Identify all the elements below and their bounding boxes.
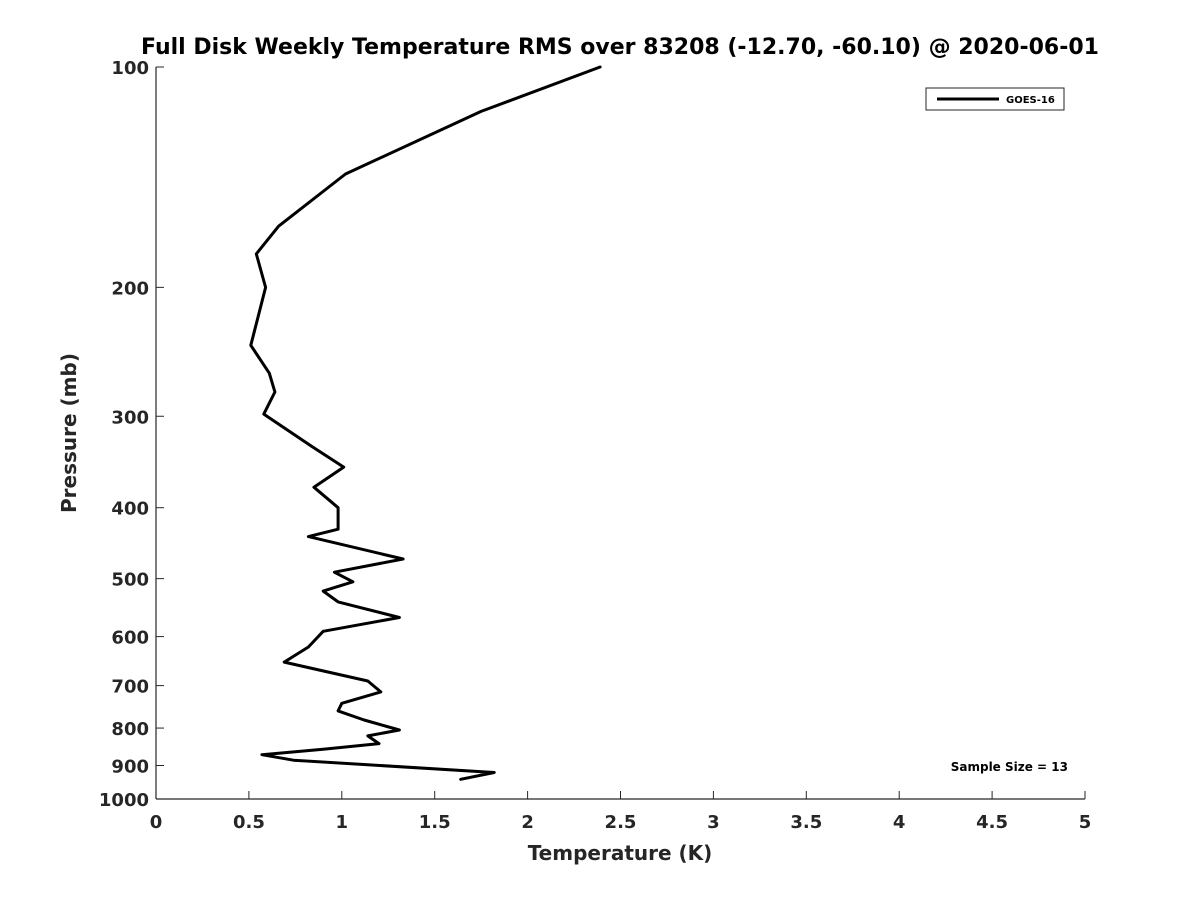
- y-tick-label: 800: [111, 719, 149, 740]
- x-tick-label: 0.5: [233, 812, 265, 833]
- x-tick-label: 3.5: [790, 812, 822, 833]
- y-tick-label: 400: [111, 499, 149, 520]
- y-tick-label: 900: [111, 757, 149, 778]
- x-tick-label: 2.5: [605, 812, 637, 833]
- x-tick-label: 4: [893, 812, 906, 833]
- x-tick-label: 3: [707, 812, 720, 833]
- x-tick-label: 5: [1079, 812, 1092, 833]
- chart-title: Full Disk Weekly Temperature RMS over 83…: [141, 35, 1099, 60]
- x-tick-label: 0: [150, 812, 163, 833]
- sample-size-annotation: Sample Size = 13: [951, 760, 1068, 774]
- x-tick-label: 2: [521, 812, 534, 833]
- x-tick-label: 1: [336, 812, 349, 833]
- y-tick-label: 300: [111, 407, 149, 428]
- series-layer: [249, 65, 602, 781]
- x-tick-label: 4.5: [976, 812, 1008, 833]
- y-tick-label: 100: [111, 58, 149, 79]
- y-tick-label: 200: [111, 278, 149, 299]
- legend: GOES-16: [925, 87, 1065, 111]
- y-tick-label: 1000: [99, 790, 149, 811]
- plot-axes: 0 0.5 1 1.5 2 2.5 3 3.5 4 4.5 5 100 200 300 400 500 600 7…: [99, 58, 1091, 833]
- series-line-goes-16: [249, 65, 602, 781]
- x-tick-label: 1.5: [419, 812, 451, 833]
- x-axis-title: Temperature (K): [528, 841, 713, 865]
- y-tick-label: 600: [111, 628, 149, 649]
- y-tick-label: 500: [111, 570, 149, 591]
- y-tick-label: 700: [111, 677, 149, 698]
- y-axis-title: Pressure (mb): [57, 353, 81, 513]
- legend-label: GOES-16: [1006, 95, 1055, 106]
